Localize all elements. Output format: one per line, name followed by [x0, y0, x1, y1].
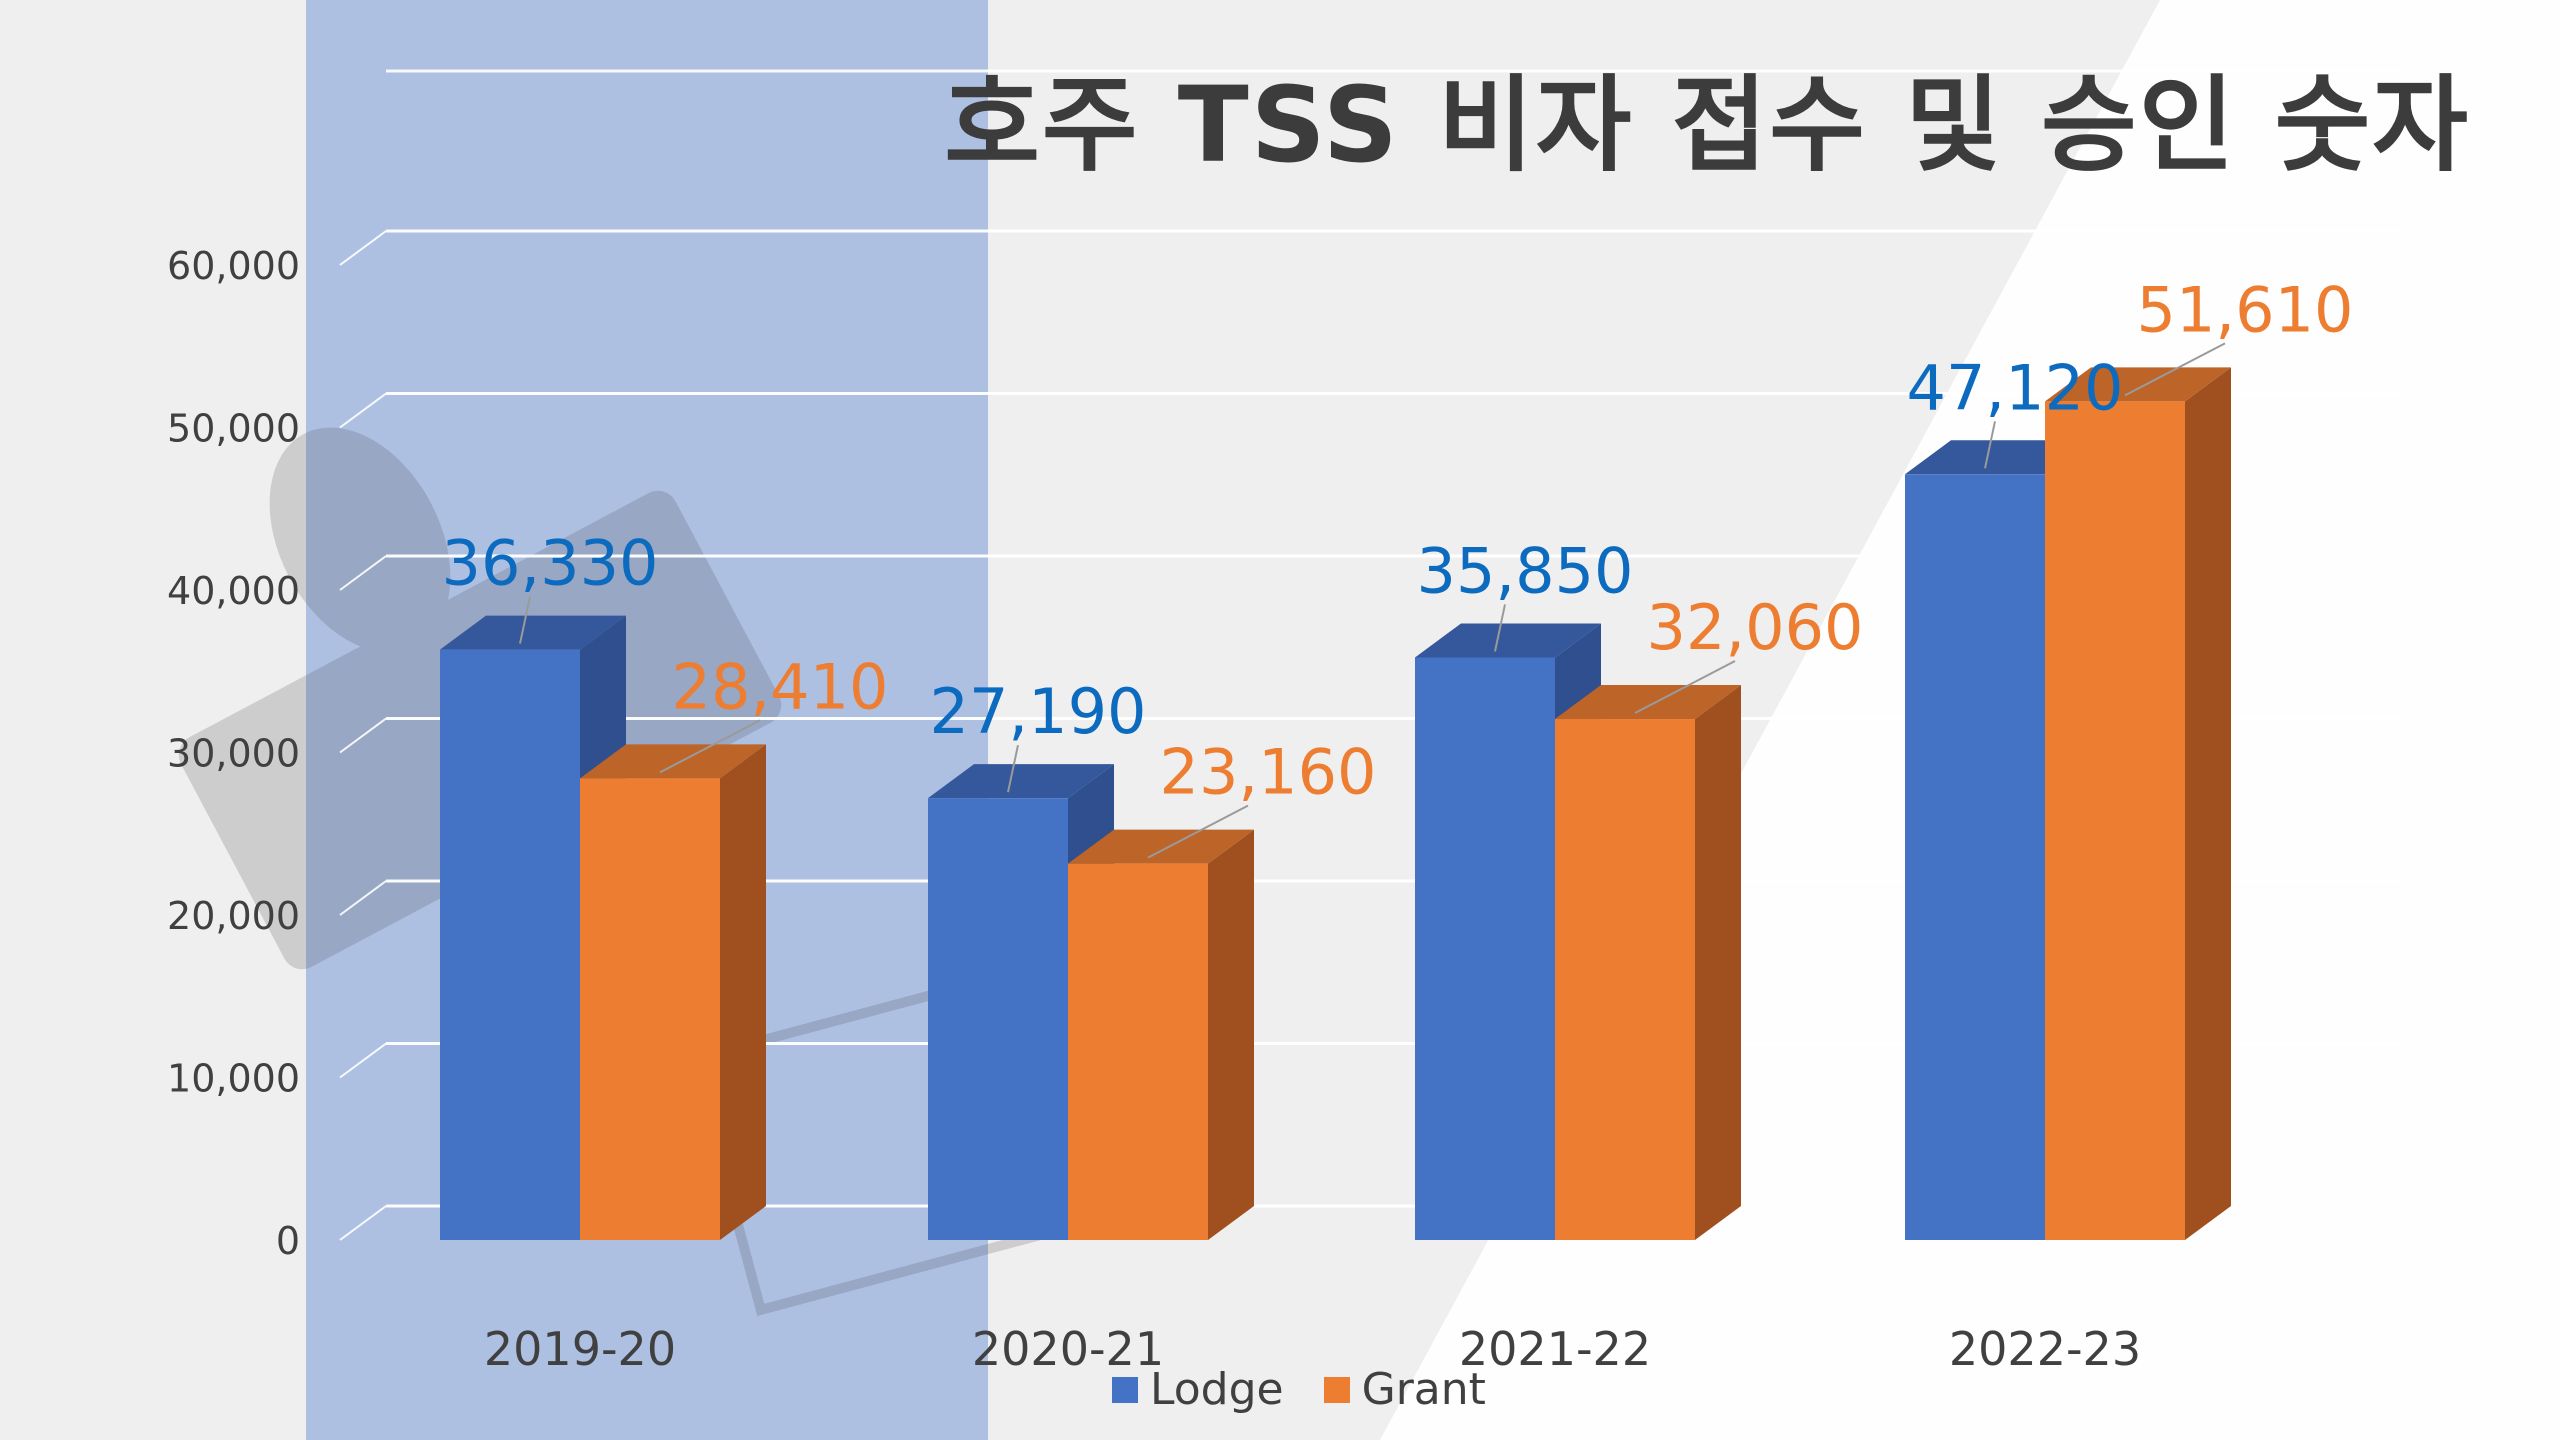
- bar-grant-2019-20: [580, 744, 766, 1240]
- y-tick-label: 0: [276, 1219, 300, 1263]
- legend: Lodge Grant: [1112, 1364, 1486, 1415]
- data-label-grant: 28,410: [672, 650, 889, 723]
- y-tick-label: 40,000: [167, 569, 300, 613]
- legend-swatch-grant: [1323, 1376, 1350, 1403]
- gridline-depth: [339, 392, 387, 429]
- data-label-grant: 23,160: [1160, 736, 1377, 809]
- leader-line: [659, 719, 761, 774]
- y-tick-label: 20,000: [167, 894, 300, 938]
- data-label-lodge: 27,190: [930, 675, 1147, 748]
- legend-label-lodge: Lodge: [1150, 1364, 1284, 1415]
- gridline-depth: [339, 230, 387, 266]
- leader-line: [1634, 660, 1736, 714]
- x-tick-label: 2020-21: [972, 1322, 1164, 1376]
- leader-line: [1984, 421, 1996, 469]
- x-tick-label: 2019-20: [484, 1322, 676, 1376]
- legend-item-lodge: Lodge: [1112, 1364, 1284, 1415]
- leader-line: [519, 596, 531, 644]
- gridline-depth: [339, 555, 387, 591]
- leader-line: [1007, 744, 1019, 793]
- y-tick-label: 30,000: [167, 732, 300, 776]
- leader-line: [2124, 342, 2226, 397]
- data-label-lodge: 36,330: [442, 527, 659, 600]
- leader-line: [1494, 604, 1506, 652]
- legend-swatch-lodge: [1112, 1376, 1138, 1403]
- y-tick-label: 10,000: [167, 1057, 300, 1101]
- gridline-depth: [339, 880, 387, 916]
- gridline-depth: [339, 717, 387, 754]
- y-tick-label: 50,000: [167, 407, 300, 451]
- gridline-depth: [339, 1205, 387, 1241]
- data-label-grant: 32,060: [1647, 591, 1864, 664]
- y-tick-label: 60,000: [167, 244, 300, 288]
- bar-grant-2020-21: [1068, 829, 1254, 1240]
- gridline-depth: [339, 1042, 387, 1079]
- data-label-lodge: 35,850: [1417, 534, 1634, 607]
- data-label-grant: 51,610: [2137, 273, 2354, 346]
- chart-title: 호주 TSS 비자 접수 및 승인 숫자: [944, 64, 2470, 186]
- legend-label-grant: Grant: [1361, 1364, 1486, 1415]
- data-label-lodge: 47,120: [1907, 351, 2124, 424]
- bar-grant-2021-22: [1555, 685, 1741, 1240]
- x-tick-label: 2022-23: [1949, 1322, 2141, 1376]
- leader-line: [1147, 804, 1249, 859]
- x-tick-label: 2021-22: [1459, 1322, 1651, 1376]
- bar-grant-2022-23: [2045, 367, 2231, 1240]
- legend-item-grant: Grant: [1323, 1364, 1486, 1415]
